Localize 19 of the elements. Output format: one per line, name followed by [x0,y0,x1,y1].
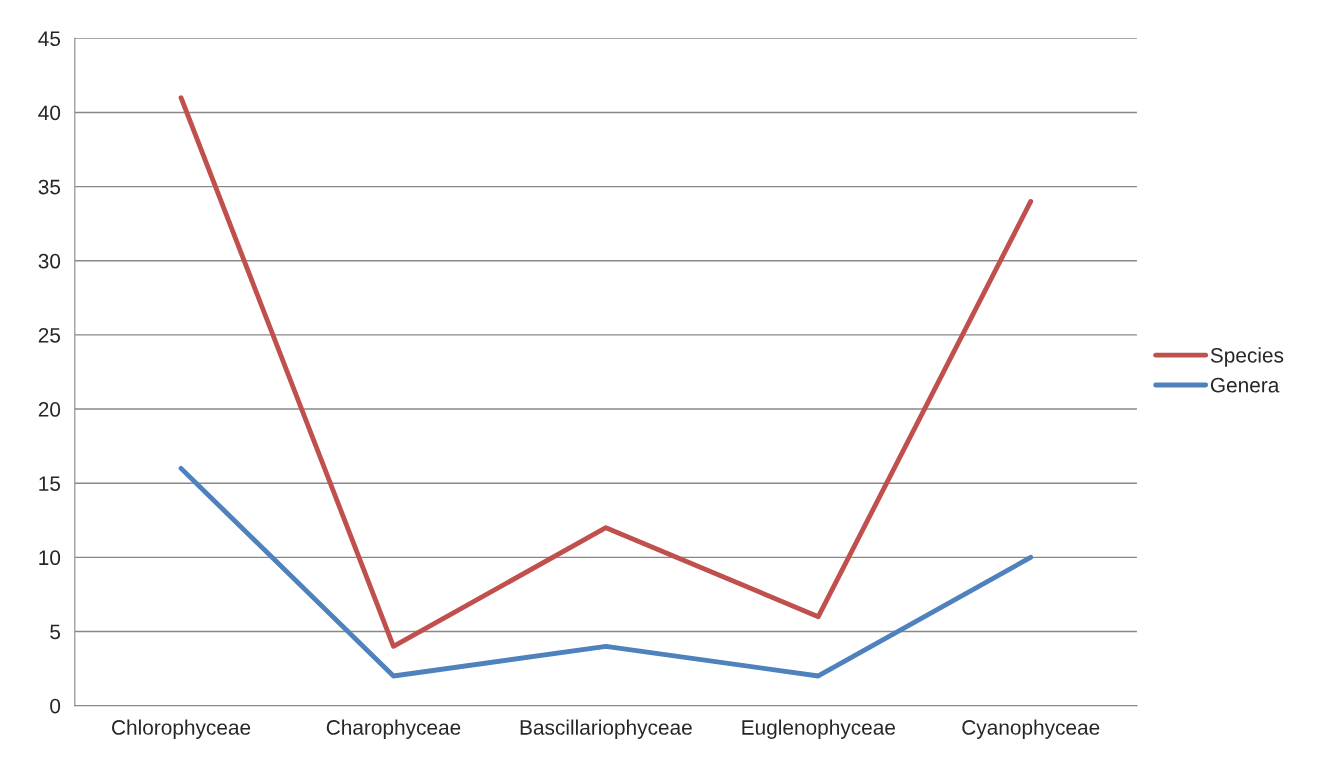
x-tick-label: Chlorophyceae [112,719,251,739]
y-tick-label: 45 [38,31,61,47]
legend-label: Species [1210,347,1284,367]
y-tick-label: 30 [38,253,61,269]
x-tick-label: Cyanophyceae [962,719,1100,739]
y-tick-label: 25 [38,327,61,343]
y-tick-label: 10 [39,550,61,566]
x-tick-label: Charophyceae [326,719,461,739]
y-tick-label: 15 [39,476,61,491]
y-tick-label: 40 [38,105,61,121]
x-tick-label: Bascillariophyceae [520,719,692,739]
line-series [178,95,1034,649]
x-tick-label: Euglenophyceae [742,719,895,739]
y-tick-label: 35 [38,179,61,195]
legend-label: Genera [1210,377,1280,393]
y-tick-label: 20 [38,402,61,417]
line-series [178,465,1034,679]
y-tick-label: 0 [50,698,61,714]
y-tick-label: 5 [50,624,61,640]
